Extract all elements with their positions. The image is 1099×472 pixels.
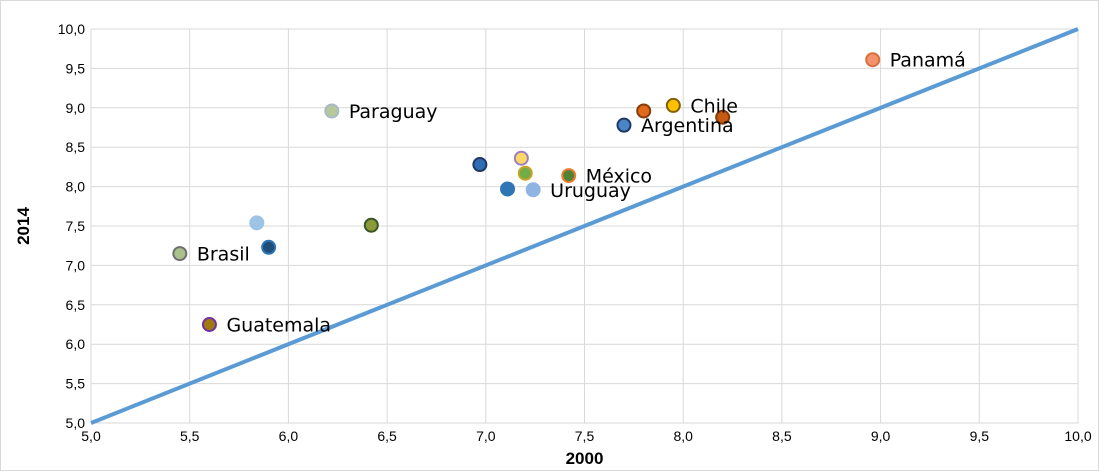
point-label: Guatemala <box>226 315 331 337</box>
data-point <box>525 182 541 198</box>
reference-line-group <box>90 27 1079 425</box>
data-point <box>472 157 488 173</box>
data-point <box>500 181 516 197</box>
x-axis-title: 2000 <box>566 449 604 468</box>
y-tick-labels: 5,0 5,5 6,0 6,5 7,0 7,5 8,0 8,5 9,0 9,5 10,0 <box>58 21 85 431</box>
y-axis-title: 2014 <box>14 207 33 245</box>
point-label: México <box>586 166 652 188</box>
y-tick-label: 10,0 <box>58 21 85 37</box>
y-tick-label: 7,0 <box>66 257 86 273</box>
y-tick-label: 6,0 <box>66 336 86 352</box>
data-point <box>513 150 529 166</box>
data-point <box>201 317 217 332</box>
data-point <box>249 215 265 231</box>
y-tick-label: 9,0 <box>66 100 86 116</box>
point-label: Chile <box>690 95 738 117</box>
data-point <box>865 52 881 68</box>
data-points <box>172 52 881 332</box>
x-tick-label: 7,5 <box>575 428 595 444</box>
x-tick-label: 10,0 <box>1064 428 1091 444</box>
x-tick-label: 9,5 <box>970 428 990 444</box>
data-point <box>715 109 731 125</box>
x-tick-label: 8,0 <box>673 428 693 444</box>
y-tick-label: 5,0 <box>66 415 86 431</box>
data-point <box>561 168 577 184</box>
point-label: Brasil <box>197 244 250 266</box>
y-tick-label: 8,0 <box>66 179 86 195</box>
point-label: Argentina <box>641 115 734 137</box>
y-tick-label: 6,5 <box>66 297 86 313</box>
point-label: Paraguay <box>349 101 438 123</box>
y-tick-label: 9,5 <box>66 60 86 76</box>
reference-line <box>90 27 1079 425</box>
data-point <box>324 103 340 119</box>
data-point <box>172 246 188 262</box>
data-point <box>616 117 632 133</box>
x-tick-label: 7,0 <box>476 428 496 444</box>
data-point <box>636 103 652 119</box>
x-tick-label: 5,5 <box>180 428 200 444</box>
x-tick-labels: 5,0 5,5 6,0 6,5 7,0 7,5 8,0 8,5 9,0 9,5 10,0 <box>81 428 1092 444</box>
data-point <box>665 97 681 113</box>
y-tick-label: 7,5 <box>66 218 86 234</box>
data-point <box>363 217 379 233</box>
data-point <box>517 165 533 181</box>
x-tick-label: 8,5 <box>772 428 792 444</box>
y-tick-label: 8,5 <box>66 139 86 155</box>
point-label: Panamá <box>890 50 966 72</box>
x-tick-label: 5,0 <box>81 428 101 444</box>
point-label: Uruguay <box>550 180 631 202</box>
data-point <box>261 239 277 255</box>
x-tick-label: 9,0 <box>871 428 891 444</box>
y-tick-label: 5,5 <box>66 376 86 392</box>
x-tick-label: 6,5 <box>377 428 397 444</box>
x-tick-label: 6,0 <box>279 428 299 444</box>
